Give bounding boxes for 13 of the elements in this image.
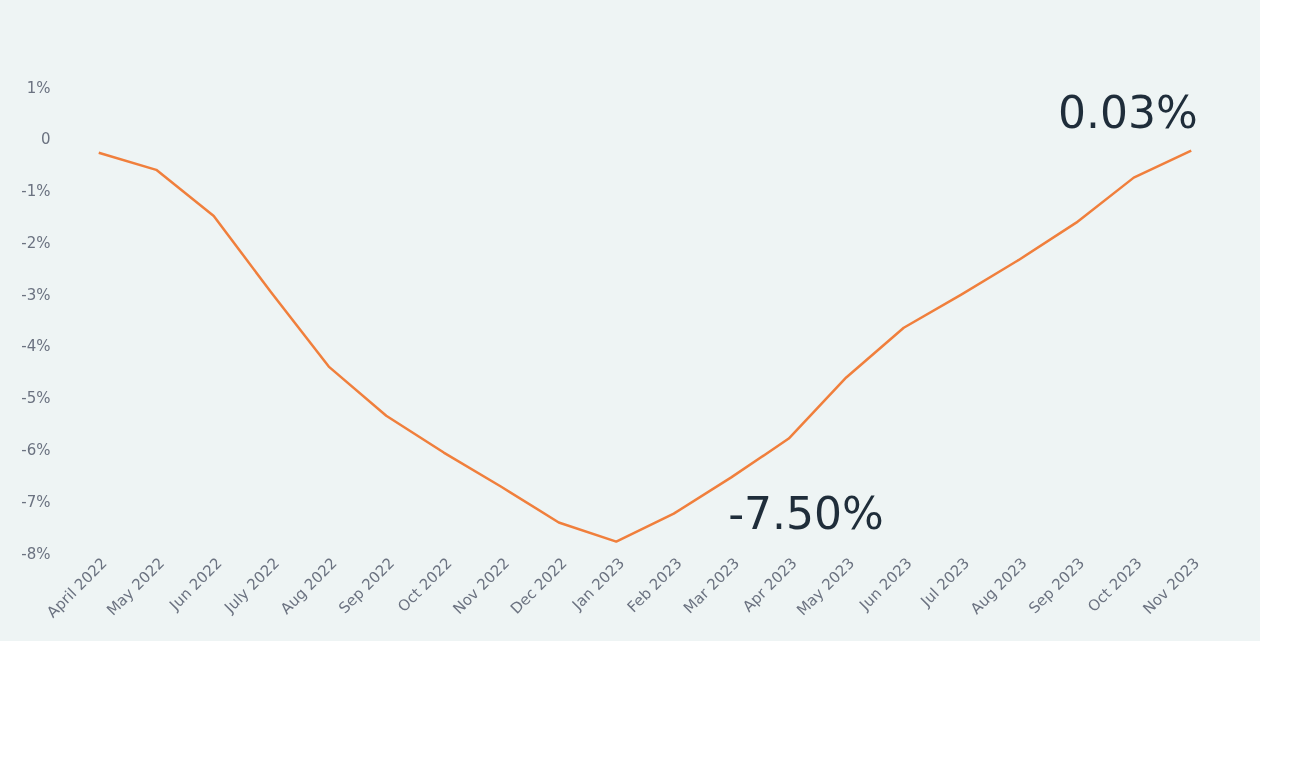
y-tick-label: -7% <box>21 492 51 511</box>
y-tick-label: -1% <box>21 182 51 201</box>
y-tick-label: -8% <box>21 544 51 563</box>
y-tick-label: -5% <box>21 389 51 408</box>
y-tick-label: -3% <box>21 285 51 304</box>
y-tick-label: -4% <box>21 337 51 356</box>
y-tick-label: -2% <box>21 233 51 252</box>
line-series <box>97 149 1193 543</box>
y-tick-label: 1% <box>26 78 51 97</box>
annotation: 0.03% <box>1058 86 1198 138</box>
y-tick-label: -6% <box>21 440 51 459</box>
y-tick-label: 0 <box>40 130 51 149</box>
annotation: -7.50% <box>728 487 884 539</box>
